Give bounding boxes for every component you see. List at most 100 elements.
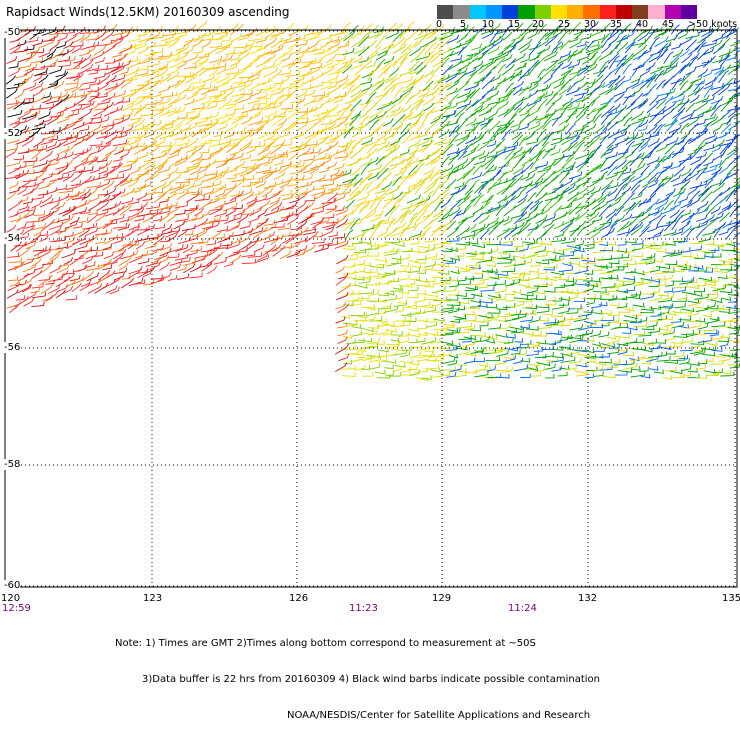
wind-barb bbox=[129, 36, 141, 42]
wind-barb bbox=[479, 314, 493, 318]
wind-barb bbox=[286, 202, 297, 209]
wind-barb bbox=[338, 142, 348, 147]
wind-barb bbox=[617, 303, 627, 308]
wind-barb bbox=[702, 352, 715, 356]
wind-barb bbox=[146, 203, 160, 209]
wind-barb bbox=[206, 170, 218, 176]
wind-barb bbox=[497, 254, 510, 259]
wind-barb bbox=[158, 272, 171, 281]
wind-barb bbox=[427, 75, 435, 84]
wind-barb bbox=[402, 346, 412, 351]
wind-barb bbox=[679, 155, 691, 166]
wind-barb bbox=[449, 282, 459, 287]
colorbar-swatch bbox=[551, 5, 567, 19]
wind-barb bbox=[730, 363, 740, 368]
wind-barb bbox=[706, 265, 717, 269]
wind-barb bbox=[327, 205, 336, 210]
wind-barb bbox=[544, 248, 555, 252]
wind-barb bbox=[622, 76, 631, 83]
wind-barb bbox=[303, 148, 314, 154]
wind-barb bbox=[601, 283, 615, 288]
wind-barb bbox=[312, 174, 326, 183]
wind-barb bbox=[158, 86, 169, 93]
wind-barb bbox=[536, 215, 548, 224]
wind-barb bbox=[570, 324, 583, 330]
wind-barb bbox=[415, 124, 424, 134]
wind-barb bbox=[23, 157, 37, 162]
wind-barb bbox=[167, 253, 179, 258]
wind-barb bbox=[641, 348, 652, 352]
wind-barb bbox=[487, 314, 499, 320]
wind-barb bbox=[198, 155, 211, 160]
wind-barb bbox=[209, 141, 220, 147]
wind-barb bbox=[304, 76, 314, 84]
colorbar-swatch bbox=[665, 5, 681, 19]
wind-barb bbox=[671, 43, 681, 49]
wind-barb bbox=[94, 65, 107, 71]
wind-barb bbox=[280, 251, 291, 259]
wind-barb bbox=[215, 234, 224, 239]
wind-barb bbox=[422, 375, 432, 379]
wind-barb bbox=[418, 302, 430, 307]
wind-barb bbox=[258, 219, 267, 225]
wind-barb bbox=[16, 280, 27, 286]
wind-barb bbox=[727, 274, 735, 278]
wind-barb bbox=[329, 134, 338, 140]
wind-barb bbox=[271, 38, 283, 48]
wind-barb bbox=[488, 46, 499, 54]
wind-barb bbox=[50, 218, 59, 223]
wind-barb bbox=[350, 89, 361, 97]
wind-barb bbox=[543, 91, 553, 98]
wind-barb bbox=[207, 266, 217, 274]
wind-barb bbox=[136, 193, 147, 201]
wind-barb bbox=[614, 296, 627, 300]
wind-barb bbox=[670, 201, 681, 209]
wind-barb bbox=[512, 289, 521, 293]
wind-barb bbox=[662, 79, 671, 88]
wind-barb bbox=[584, 187, 595, 195]
wind-barb bbox=[352, 239, 362, 244]
wind-barb bbox=[281, 105, 293, 110]
wind-barb bbox=[202, 263, 212, 271]
wind-barb bbox=[127, 57, 137, 62]
wind-barb bbox=[710, 247, 719, 251]
wind-speed-scale-labels: 0 5 10 15 20 25 30 35 40 45 >50 knots bbox=[432, 19, 740, 31]
wind-barb bbox=[504, 154, 516, 166]
wind-barb bbox=[302, 85, 311, 90]
wind-barb bbox=[298, 62, 310, 69]
colorbar-swatch bbox=[437, 5, 453, 19]
wind-barb bbox=[601, 322, 609, 326]
wind-barb bbox=[278, 109, 288, 117]
wind-barb bbox=[138, 152, 147, 159]
wind-barb bbox=[703, 47, 714, 54]
wind-barb bbox=[242, 182, 251, 187]
wind-barb bbox=[488, 309, 500, 313]
wind-barb bbox=[39, 75, 48, 83]
wind-barb bbox=[599, 205, 611, 217]
wind-barb bbox=[49, 155, 59, 162]
wind-barb bbox=[280, 76, 289, 83]
wind-barb bbox=[534, 77, 543, 86]
wind-barb bbox=[521, 270, 530, 274]
wind-barb bbox=[10, 45, 21, 54]
wind-barb bbox=[34, 88, 43, 96]
wind-barb bbox=[183, 54, 197, 62]
wind-barb bbox=[722, 370, 731, 374]
wind-barb bbox=[537, 308, 549, 313]
wind-barb bbox=[194, 173, 206, 182]
wind-barb bbox=[71, 105, 82, 111]
wind-barb bbox=[535, 192, 547, 203]
wind-barb bbox=[690, 75, 702, 83]
wind-barb bbox=[728, 254, 739, 259]
wind-barb bbox=[504, 206, 516, 216]
wind-barb bbox=[391, 338, 399, 342]
wind-barb bbox=[713, 124, 722, 131]
wind-barb bbox=[40, 151, 53, 161]
wind-barb-field bbox=[6, 21, 740, 381]
wind-barb bbox=[73, 27, 85, 36]
wind-barb bbox=[408, 366, 417, 370]
wind-speed-colorbar bbox=[437, 5, 697, 19]
wind-barb bbox=[552, 134, 562, 140]
wind-barb bbox=[232, 137, 245, 148]
wind-barb bbox=[705, 114, 716, 120]
